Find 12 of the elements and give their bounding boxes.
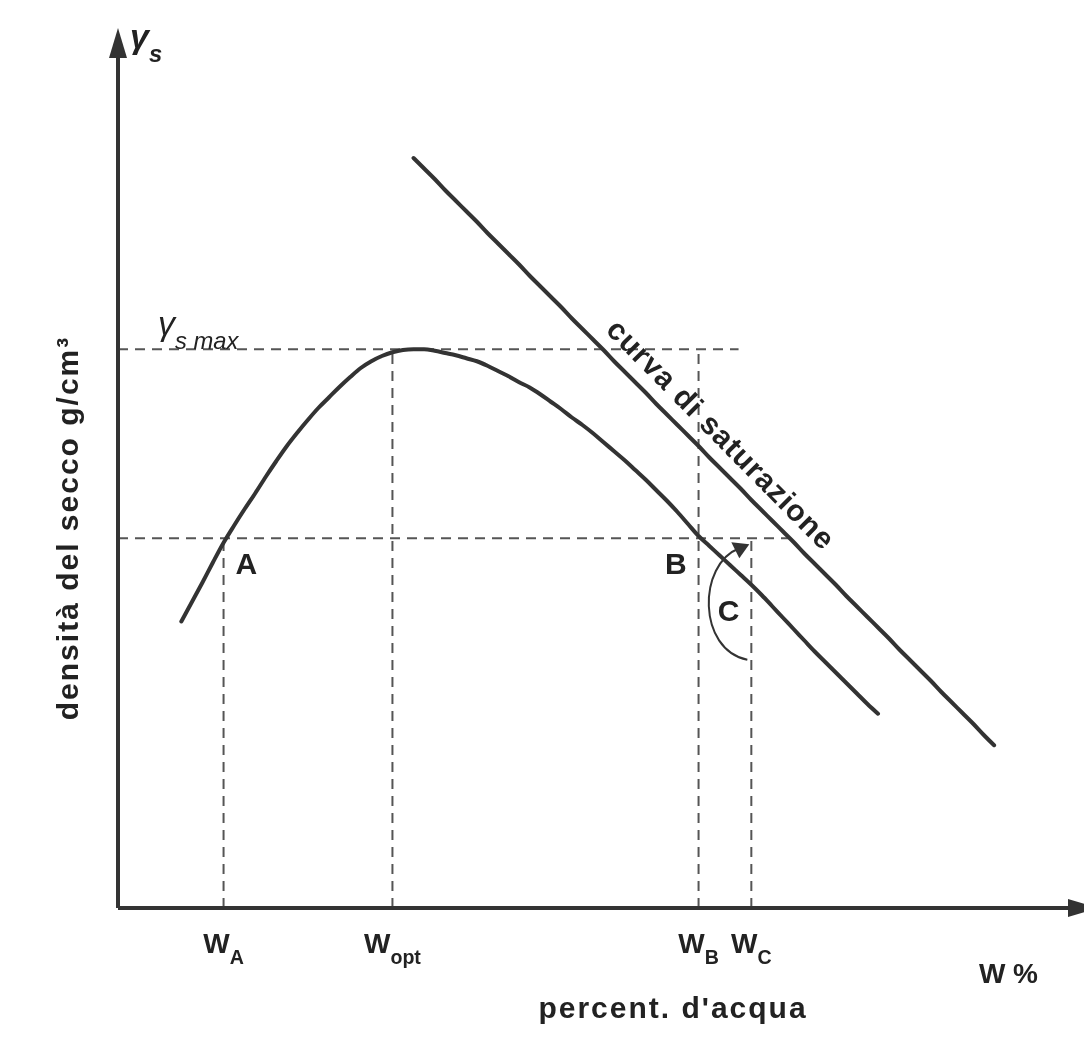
annotation: C [717,593,740,627]
annotation: A [235,547,258,581]
annotation: B [664,547,687,581]
text: γ$_{s}$ [130,17,163,67]
x-tick-label: W$_{opt}$ [363,928,422,968]
ref-line-label: γ$_{s max}$ [158,304,240,354]
x-tick-label: W$_{B}$ [678,928,719,968]
y-axis-title: densità del secco g/cm³ [51,335,84,721]
x-tick-label: W$_{A}$ [203,928,244,968]
x-tick-label: W$_{C}$ [731,928,772,968]
text: W % [978,958,1039,989]
x-axis-title: percent. d'acqua [538,991,808,1024]
